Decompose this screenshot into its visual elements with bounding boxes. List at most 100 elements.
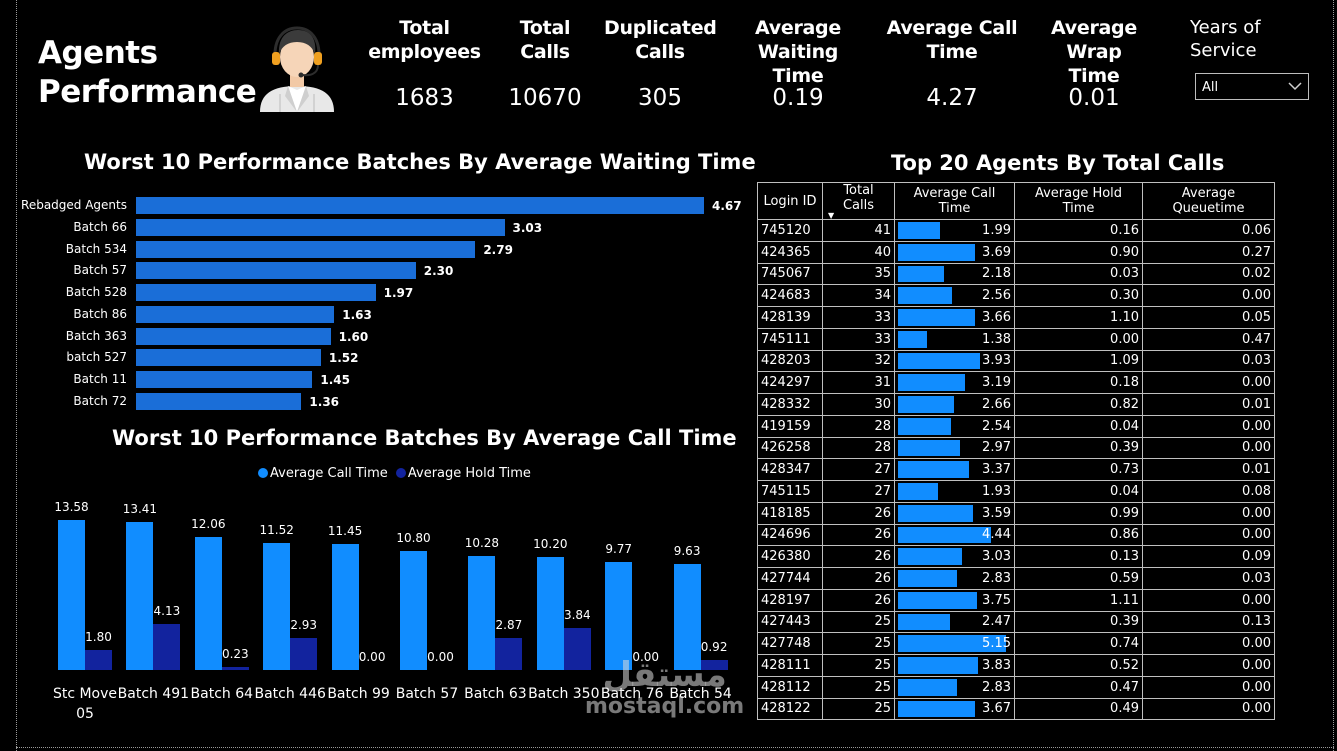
cell-average-queuetime: 0.00 <box>1142 588 1275 612</box>
table-row[interactable]: 428332 30 2.66 0.82 0.01 <box>757 393 1275 416</box>
hold-time-value-label: 4.13 <box>153 604 181 619</box>
call-time-value: 4.44 <box>982 527 1011 543</box>
col-average-hold-time[interactable]: Average Hold Time <box>1014 182 1143 220</box>
waiting-bar[interactable] <box>136 327 331 345</box>
hold-time-bar[interactable] <box>495 638 523 670</box>
table-row[interactable]: 419159 28 2.54 0.04 0.00 <box>757 414 1275 438</box>
call-time-value-label: 13.41 <box>122 501 158 516</box>
cell-average-call-time: 1.93 <box>894 480 1015 503</box>
col-login-id[interactable]: Login ID <box>757 182 823 220</box>
waiting-bar[interactable] <box>136 262 416 280</box>
table-row[interactable]: 424683 34 2.56 0.30 0.00 <box>757 284 1275 307</box>
table-row[interactable]: 428203 32 3.93 1.09 0.03 <box>757 349 1275 373</box>
kpi-average-waiting-time: Average Waiting Time 0.19 <box>718 16 878 111</box>
call-chart-category-label: Batch 99 <box>327 686 390 702</box>
call-time-bar[interactable] <box>673 563 701 670</box>
cell-average-queuetime: 0.09 <box>1142 545 1275 568</box>
cell-average-hold-time: 0.39 <box>1014 610 1143 634</box>
waiting-bar[interactable] <box>136 305 335 323</box>
hold-time-bar[interactable] <box>563 627 591 670</box>
table-row[interactable]: 424696 26 4.44 0.86 0.00 <box>757 523 1275 547</box>
table-row[interactable]: 427748 25 5.15 0.74 0.00 <box>757 632 1275 655</box>
table-row[interactable]: 427443 25 2.47 0.39 0.13 <box>757 610 1275 634</box>
waiting-bar[interactable] <box>136 371 313 388</box>
waiting-bar[interactable] <box>136 392 302 410</box>
cell-total-calls: 26 <box>822 567 895 590</box>
call-time-bar[interactable] <box>58 520 85 670</box>
table-row[interactable]: 426258 28 2.97 0.39 0.00 <box>757 436 1275 460</box>
cell-login-id: 427744 <box>757 567 823 590</box>
cell-total-calls: 28 <box>822 414 895 438</box>
table-row[interactable]: 427744 26 2.83 0.59 0.03 <box>757 567 1275 590</box>
cell-total-calls: 25 <box>822 697 895 721</box>
call-time-bar[interactable] <box>194 536 222 670</box>
call-time-data-bar <box>898 352 981 370</box>
cell-average-queuetime: 0.00 <box>1142 523 1275 547</box>
col-average-queuetime[interactable]: Average Queuetime <box>1142 182 1275 220</box>
waiting-bar[interactable] <box>136 197 704 214</box>
call-time-bar[interactable] <box>605 562 633 670</box>
table-row[interactable]: 428197 26 3.75 1.11 0.00 <box>757 588 1275 612</box>
table-row[interactable]: 745115 27 1.93 0.04 0.08 <box>757 480 1275 503</box>
cell-average-hold-time: 1.11 <box>1014 588 1143 612</box>
cell-average-queuetime: 0.00 <box>1142 436 1275 460</box>
cell-total-calls: 34 <box>822 284 895 307</box>
table-row[interactable]: 428347 27 3.37 0.73 0.01 <box>757 458 1275 481</box>
cell-average-queuetime: 0.47 <box>1142 327 1275 351</box>
waiting-bar[interactable] <box>136 218 505 236</box>
table-row[interactable]: 428139 33 3.66 1.10 0.05 <box>757 306 1275 329</box>
call-time-data-bar <box>898 570 958 587</box>
call-time-bar[interactable] <box>400 550 427 670</box>
waiting-bar[interactable] <box>136 284 376 301</box>
years-of-service-dropdown[interactable]: All <box>1195 73 1309 100</box>
cell-total-calls: 41 <box>822 219 895 242</box>
table-row[interactable]: 745067 35 2.18 0.03 0.02 <box>757 262 1275 286</box>
cell-average-queuetime: 0.05 <box>1142 306 1275 329</box>
col-total-calls[interactable]: Total Calls ▼ <box>822 182 895 220</box>
hold-time-bar[interactable] <box>290 637 318 670</box>
table-row[interactable]: 745120 41 1.99 0.16 0.06 <box>757 219 1275 242</box>
kpi-total-employees-value: 1683 <box>395 85 454 111</box>
table-row[interactable]: 418185 26 3.59 0.99 0.00 <box>757 501 1275 525</box>
kpi-average-waiting-time-value: 0.19 <box>772 85 824 111</box>
agents-table: Login ID Total Calls ▼ Average Call Time … <box>757 182 1275 721</box>
call-time-bar[interactable] <box>263 542 291 670</box>
hold-time-bar[interactable] <box>221 667 249 670</box>
hold-time-bar[interactable] <box>700 659 728 670</box>
call-time-value-label: 10.80 <box>396 530 431 545</box>
col-average-call-time[interactable]: Average Call Time <box>894 182 1015 220</box>
table-row[interactable]: 424365 40 3.69 0.90 0.27 <box>757 240 1275 264</box>
cell-login-id: 427748 <box>757 632 823 655</box>
waiting-bar-value-label: 3.03 <box>512 220 543 235</box>
table-row[interactable]: 745111 33 1.38 0.00 0.47 <box>757 327 1275 351</box>
cell-total-calls: 25 <box>822 675 895 699</box>
call-time-data-bar <box>898 396 954 413</box>
table-row[interactable]: 428111 25 3.83 0.52 0.00 <box>757 654 1275 677</box>
cell-login-id: 745115 <box>757 480 823 503</box>
waiting-bar[interactable] <box>136 349 321 367</box>
table-row[interactable]: 426380 26 3.03 0.13 0.09 <box>757 545 1275 568</box>
call-time-value-label: 9.77 <box>605 542 633 557</box>
call-time-bar[interactable] <box>126 521 154 670</box>
cell-login-id: 424297 <box>757 371 823 394</box>
cell-login-id: 424365 <box>757 240 823 264</box>
cell-average-hold-time: 0.90 <box>1014 240 1143 264</box>
cell-average-call-time: 2.97 <box>894 436 1015 460</box>
table-row[interactable]: 428112 25 2.83 0.47 0.00 <box>757 675 1275 699</box>
cell-average-queuetime: 0.00 <box>1142 675 1275 699</box>
call-time-value: 3.03 <box>982 549 1011 565</box>
call-time-bar[interactable] <box>331 543 359 670</box>
call-time-bar[interactable] <box>536 557 564 670</box>
hold-time-value-label: 0.00 <box>427 650 454 664</box>
cell-average-call-time: 2.83 <box>894 675 1015 699</box>
kpi-total-calls-value: 10670 <box>508 85 582 111</box>
hold-time-bar[interactable] <box>85 650 112 670</box>
table-row[interactable]: 428122 25 3.67 0.49 0.00 <box>757 697 1275 721</box>
call-time-value: 3.19 <box>982 375 1011 391</box>
waiting-bar[interactable] <box>136 240 476 258</box>
hold-time-bar[interactable] <box>153 624 181 670</box>
hold-time-value-label: 0.00 <box>358 650 386 664</box>
call-chart-category-label: Batch 76 <box>600 686 664 702</box>
table-row[interactable]: 424297 31 3.19 0.18 0.00 <box>757 371 1275 394</box>
call-time-bar[interactable] <box>468 556 496 670</box>
